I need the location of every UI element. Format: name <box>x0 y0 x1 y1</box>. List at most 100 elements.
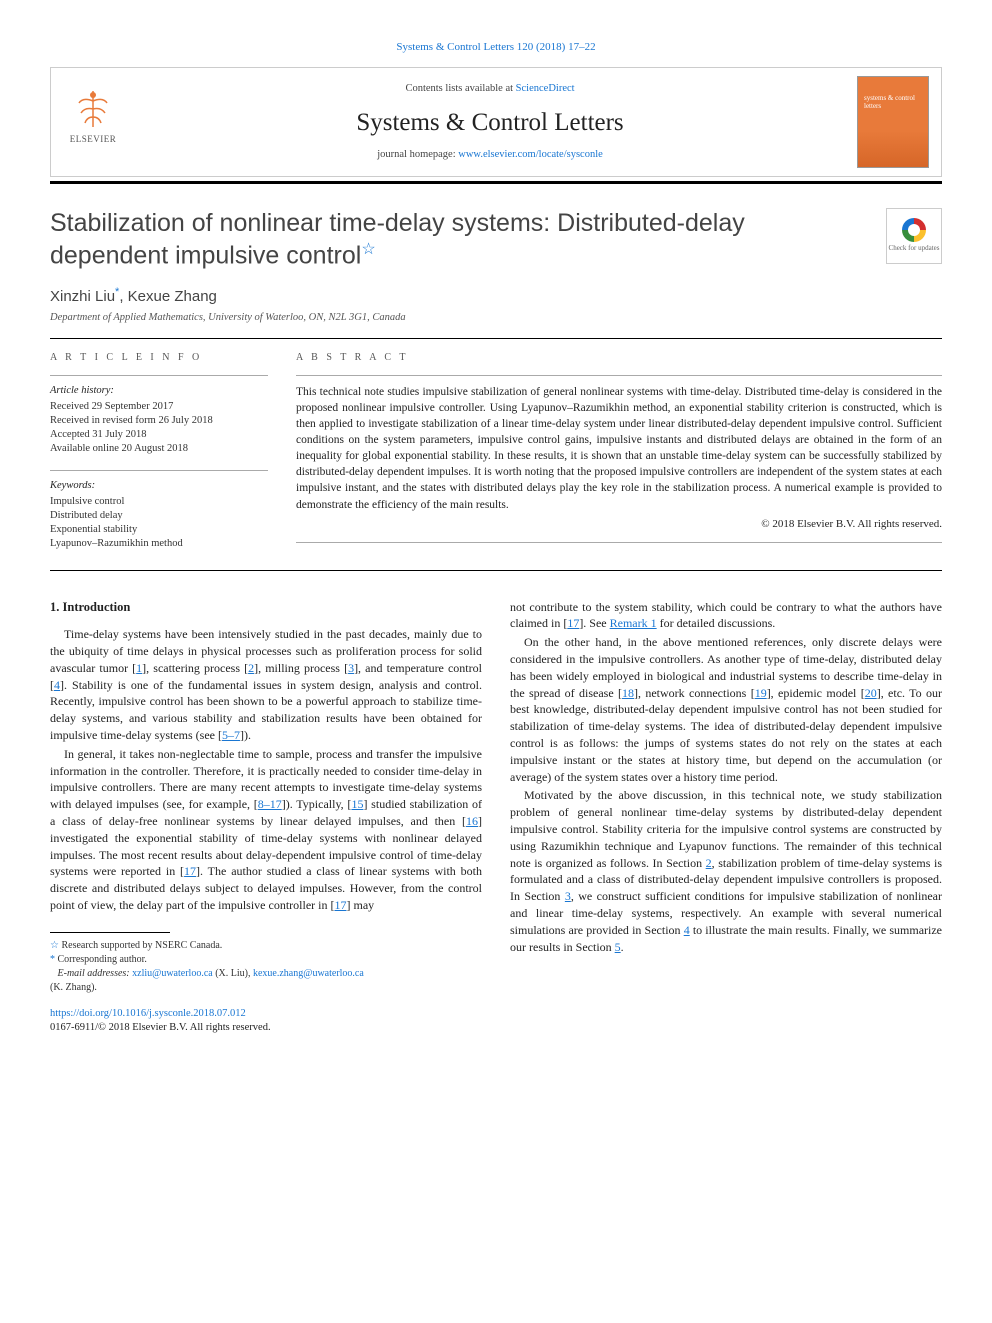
footnotes: ☆ Research supported by NSERC Canada. * … <box>50 939 482 995</box>
ref-link[interactable]: 20 <box>865 686 877 700</box>
intro-p3: not contribute to the system stability, … <box>510 599 942 633</box>
ref-link[interactable]: 17 <box>184 864 196 878</box>
email-link[interactable]: xzliu@uwaterloo.ca <box>132 968 213 979</box>
publisher-name: ELSEVIER <box>70 133 117 146</box>
text: ], network connections [ <box>634 686 755 700</box>
intro-p4: On the other hand, in the above mentione… <box>510 634 942 785</box>
contents-prefix: Contents lists available at <box>405 83 515 94</box>
top-citation-link[interactable]: Systems & Control Letters 120 (2018) 17–… <box>396 41 595 53</box>
footnote-block: ☆ Research supported by NSERC Canada. * … <box>50 932 482 1036</box>
rule-above-info <box>50 338 942 339</box>
rule-below-abstract <box>50 570 942 571</box>
history-title: Article history: <box>50 384 268 399</box>
intro-p2: In general, it takes non-neglectable tim… <box>50 746 482 914</box>
info-abstract-row: A R T I C L E I N F O Article history: R… <box>50 351 942 552</box>
ref-link[interactable]: 16 <box>466 814 478 828</box>
page: Systems & Control Letters 120 (2018) 17–… <box>0 0 992 1076</box>
history-line: Available online 20 August 2018 <box>50 442 268 456</box>
ref-link[interactable]: 19 <box>755 686 767 700</box>
history-line: Received in revised form 26 July 2018 <box>50 414 268 428</box>
body-columns: 1. Introduction Time-delay systems have … <box>50 599 942 1036</box>
keywords-title: Keywords: <box>50 479 268 494</box>
keyword: Distributed delay <box>50 509 268 523</box>
text: ] may <box>346 898 374 912</box>
elsevier-tree-icon <box>71 87 115 131</box>
paper-title: Stabilization of nonlinear time-delay sy… <box>50 208 866 271</box>
article-info-column: A R T I C L E I N F O Article history: R… <box>50 351 268 552</box>
ref-link[interactable]: 17 <box>334 898 346 912</box>
sciencedirect-link[interactable]: ScienceDirect <box>516 83 575 94</box>
remark-link[interactable]: Remark 1 <box>610 616 657 630</box>
journal-title: Systems & Control Letters <box>123 105 857 140</box>
doi-copyright: 0167-6911/© 2018 Elsevier B.V. All right… <box>50 1022 271 1033</box>
keyword: Lyapunov–Razumikhin method <box>50 537 268 551</box>
footnote-text: Corresponding author. <box>58 954 147 965</box>
doi-link[interactable]: https://doi.org/10.1016/j.sysconle.2018.… <box>50 1008 246 1019</box>
homepage-line: journal homepage: www.elsevier.com/locat… <box>123 148 857 163</box>
abstract-copyright: © 2018 Elsevier B.V. All rights reserved… <box>296 517 942 532</box>
journal-header: ELSEVIER Contents lists available at Sci… <box>50 67 942 177</box>
doi-block: https://doi.org/10.1016/j.sysconle.2018.… <box>50 1007 482 1036</box>
header-center: Contents lists available at ScienceDirec… <box>123 82 857 162</box>
text: for detailed discussions. <box>657 616 776 630</box>
text: ], milling process [ <box>254 661 348 675</box>
keywords-block: Keywords: Impulsive control Distributed … <box>50 479 268 551</box>
text: ]. Stability is one of the fundamental i… <box>50 678 482 742</box>
elsevier-logo: ELSEVIER <box>63 87 123 157</box>
title-footnote-mark: ☆ <box>361 241 375 258</box>
footnote-emails: E-mail addresses: xzliu@uwaterloo.ca (X.… <box>50 967 482 995</box>
info-rule-2 <box>50 470 268 471</box>
footnote-separator <box>50 932 170 933</box>
ref-link[interactable]: 15 <box>351 797 363 811</box>
ref-link[interactable]: 17 <box>567 616 579 630</box>
article-info-label: A R T I C L E I N F O <box>50 351 268 365</box>
title-text: Stabilization of nonlinear time-delay sy… <box>50 209 745 269</box>
history-content: Received 29 September 2017 Received in r… <box>50 400 268 457</box>
affiliation: Department of Applied Mathematics, Unive… <box>50 311 942 326</box>
footnote-2: * Corresponding author. <box>50 953 482 967</box>
contents-line: Contents lists available at ScienceDirec… <box>123 82 857 97</box>
email-name: (K. Zhang). <box>50 982 97 993</box>
authors: Xinzhi Liu*, Kexue Zhang <box>50 285 942 307</box>
ref-link[interactable]: 5–7 <box>222 728 240 742</box>
info-rule <box>50 375 268 376</box>
text: ], etc. To our best knowledge, distribut… <box>510 686 942 784</box>
text: ], scattering process [ <box>142 661 248 675</box>
keyword: Exponential stability <box>50 523 268 537</box>
footnote-1: ☆ Research supported by NSERC Canada. <box>50 939 482 953</box>
intro-p5: Motivated by the above discussion, in th… <box>510 787 942 955</box>
email-name: (X. Liu), <box>213 968 253 979</box>
emails-prefix: E-mail addresses: <box>58 968 133 979</box>
check-updates-label: Check for updates <box>889 244 940 254</box>
text: ]). <box>240 728 251 742</box>
abstract-rule <box>296 375 942 376</box>
abstract-rule-bottom <box>296 542 942 543</box>
ref-link[interactable]: 18 <box>622 686 634 700</box>
author-2: , Kexue Zhang <box>119 288 217 305</box>
homepage-link[interactable]: www.elsevier.com/locate/sysconle <box>458 149 603 160</box>
keywords-content: Impulsive control Distributed delay Expo… <box>50 495 268 552</box>
crossmark-icon <box>902 218 926 242</box>
journal-cover-thumb: systems & control letters <box>857 76 929 168</box>
title-row: Stabilization of nonlinear time-delay sy… <box>50 208 942 271</box>
text: ]. See <box>579 616 609 630</box>
top-citation: Systems & Control Letters 120 (2018) 17–… <box>50 40 942 55</box>
history-line: Received 29 September 2017 <box>50 400 268 414</box>
history-line: Accepted 31 July 2018 <box>50 428 268 442</box>
homepage-prefix: journal homepage: <box>377 149 458 160</box>
text: ]). Typically, [ <box>282 797 352 811</box>
abstract-label: A B S T R A C T <box>296 351 942 365</box>
abstract-column: A B S T R A C T This technical note stud… <box>296 351 942 552</box>
header-rule <box>50 181 942 184</box>
cover-thumb-label: systems & control letters <box>864 95 922 110</box>
text: . <box>621 940 624 954</box>
text: ], epidemic model [ <box>767 686 865 700</box>
ref-link[interactable]: 8–17 <box>258 797 282 811</box>
keyword: Impulsive control <box>50 495 268 509</box>
footnote-text: Research supported by NSERC Canada. <box>61 940 222 951</box>
abstract-text: This technical note studies impulsive st… <box>296 384 942 513</box>
section-heading-1: 1. Introduction <box>50 599 482 617</box>
email-link[interactable]: kexue.zhang@uwaterloo.ca <box>253 968 364 979</box>
check-updates-badge[interactable]: Check for updates <box>886 208 942 264</box>
author-1[interactable]: Xinzhi Liu <box>50 288 115 305</box>
